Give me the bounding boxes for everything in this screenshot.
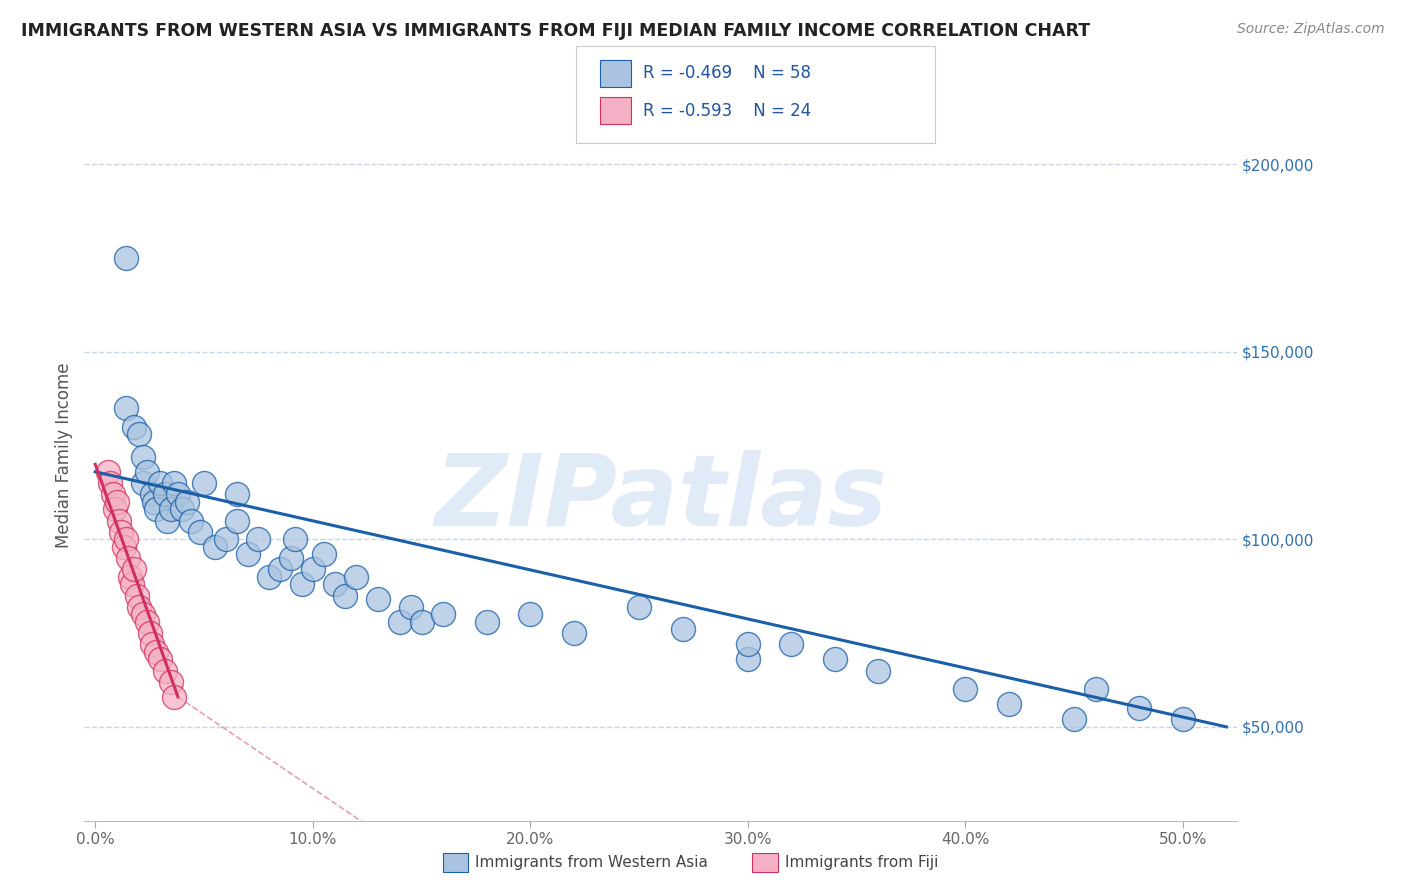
Point [143,495,166,509]
Point [737,652,759,666]
Point [225,514,247,528]
Point [160,674,183,689]
Point [110,524,132,539]
Text: IMMIGRANTS FROM WESTERN ASIA VS IMMIGRANTS FROM FIJI MEDIAN FAMILY INCOME CORREL: IMMIGRANTS FROM WESTERN ASIA VS IMMIGRAN… [21,22,1090,40]
Point [225,487,247,501]
Point [280,551,302,566]
Point [118,570,141,584]
Point [162,690,184,704]
Point [335,589,357,603]
Point [519,607,541,622]
Text: R = -0.593    N = 24: R = -0.593 N = 24 [643,102,811,120]
Point [998,698,1021,712]
Text: Immigrants from Fiji: Immigrants from Fiji [785,855,938,870]
Point [153,664,176,678]
Point [188,524,211,539]
Point [737,637,759,651]
Point [136,615,159,629]
Point [114,533,136,547]
Point [124,419,146,434]
Text: R = -0.469    N = 58: R = -0.469 N = 58 [643,64,810,82]
Point [367,592,389,607]
Point [247,533,270,547]
Point [132,607,155,622]
Point [868,664,890,678]
Point [204,540,226,554]
Point [136,465,159,479]
Point [105,495,128,509]
Point [153,487,176,501]
Text: ZIPatlas: ZIPatlas [434,450,887,548]
Point [1128,701,1150,715]
Point [284,533,307,547]
Point [132,476,155,491]
Point [167,487,190,501]
Point [955,682,977,697]
Point [215,533,238,547]
Point [114,251,136,265]
Point [114,401,136,415]
Point [100,476,122,491]
Point [145,645,167,659]
Point [388,615,411,629]
Point [193,476,215,491]
Point [117,551,139,566]
Point [149,476,172,491]
Point [628,599,651,614]
Point [101,487,124,501]
Point [176,495,198,509]
Point [128,427,150,442]
Point [138,626,160,640]
Point [132,450,155,464]
Point [562,626,585,640]
Point [312,547,335,561]
Point [432,607,454,622]
Point [149,652,172,666]
Point [156,514,179,528]
Y-axis label: Median Family Income: Median Family Income [55,362,73,548]
Point [236,547,259,561]
Point [1171,712,1194,726]
Text: Source: ZipAtlas.com: Source: ZipAtlas.com [1237,22,1385,37]
Point [112,540,135,554]
Point [475,615,498,629]
Point [344,570,367,584]
Point [145,502,167,516]
Point [124,562,146,576]
Text: Immigrants from Western Asia: Immigrants from Western Asia [475,855,709,870]
Point [141,487,163,501]
Point [780,637,803,651]
Point [411,615,433,629]
Point [141,637,163,651]
Point [121,577,143,591]
Point [97,465,120,479]
Point [128,599,150,614]
Point [125,589,148,603]
Point [671,623,693,637]
Point [301,562,323,576]
Point [104,502,127,516]
Point [291,577,314,591]
Point [172,502,194,516]
Point [180,514,202,528]
Point [399,599,422,614]
Point [160,502,183,516]
Point [824,652,846,666]
Point [259,570,281,584]
Point [269,562,291,576]
Point [108,514,131,528]
Point [323,577,346,591]
Point [1063,712,1085,726]
Point [162,476,184,491]
Point [1084,682,1107,697]
